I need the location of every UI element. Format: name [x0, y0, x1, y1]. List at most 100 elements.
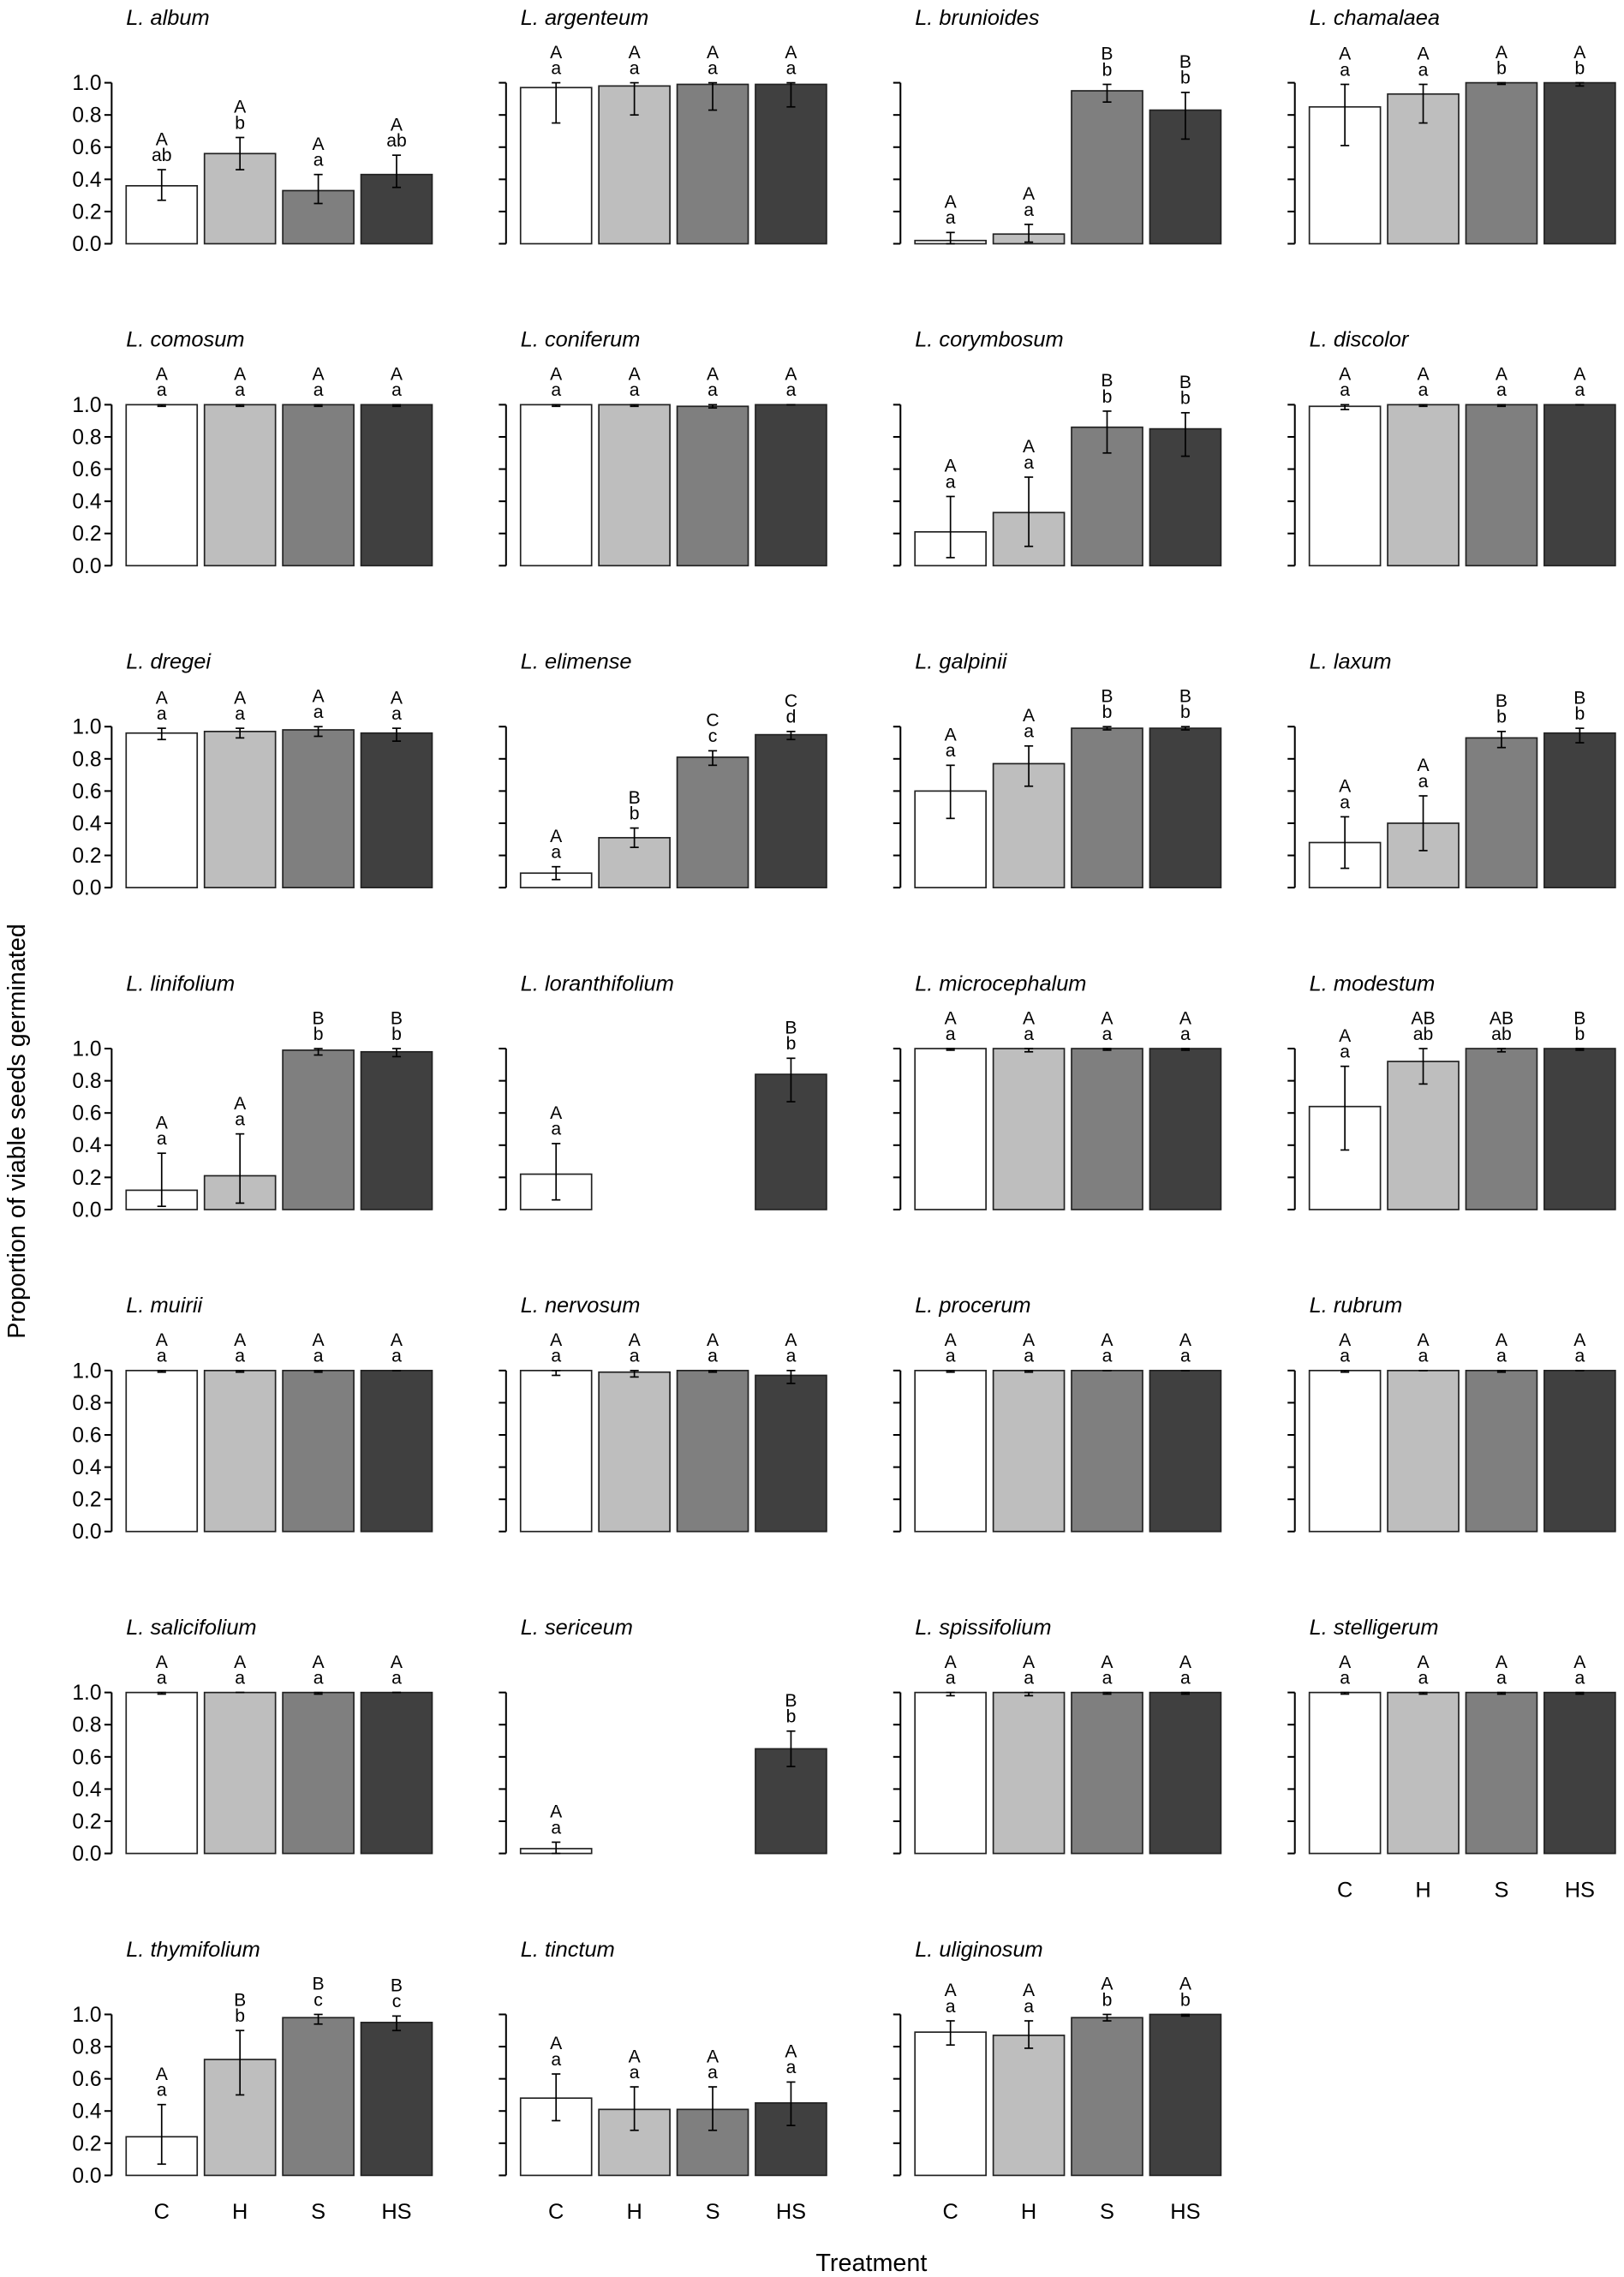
lower-letter: a — [1574, 380, 1585, 400]
bar-HS — [360, 732, 433, 888]
upper-letter: A — [1496, 1330, 1508, 1350]
upper-letter: A — [550, 1103, 563, 1123]
lower-letter: b — [1180, 702, 1191, 722]
panel-title: L. spissifolium — [915, 1616, 1051, 1640]
bar-S — [1071, 90, 1143, 245]
panel-l-salicifolium: L. salicifolium0.00.20.40.60.81.0aAaAaAa… — [72, 1616, 433, 1866]
upper-letter: A — [313, 686, 325, 706]
lower-letter: ab — [386, 131, 407, 151]
upper-letter: A — [1023, 1981, 1036, 2000]
upper-letter: A — [707, 1330, 719, 1350]
x-tick-label: HS — [1170, 2200, 1200, 2224]
bar-H — [992, 1691, 1066, 1855]
lower-letter: b — [1496, 708, 1507, 727]
lower-letter: a — [551, 58, 561, 78]
lower-letter: a — [630, 1347, 640, 1366]
upper-letter: A — [629, 2047, 642, 2066]
upper-letter: A — [707, 365, 719, 385]
lower-letter: a — [1418, 772, 1429, 792]
lower-letter: a — [313, 1347, 324, 1366]
lower-letter: a — [157, 704, 167, 724]
upper-letter: A — [234, 1652, 247, 1672]
lower-letter: a — [551, 843, 561, 863]
upper-letter: B — [391, 1976, 403, 1996]
lower-letter: a — [1024, 1997, 1034, 2017]
upper-letter: A — [1023, 1652, 1036, 1672]
x-tick-label: HS — [776, 2200, 806, 2224]
upper-letter: A — [1339, 1652, 1352, 1672]
bar-H — [1387, 1370, 1460, 1533]
lower-letter: b — [1180, 69, 1191, 88]
lower-letter: a — [1340, 1347, 1350, 1366]
upper-letter: A — [1101, 1008, 1114, 1028]
lower-letter: ab — [152, 146, 172, 165]
upper-letter: A — [945, 1330, 958, 1350]
y-tick-label: 0.8 — [72, 1392, 101, 1415]
y-tick-label: 0.0 — [72, 2165, 101, 2188]
y-tick-label: 1.0 — [72, 1360, 101, 1383]
lower-letter: a — [630, 380, 640, 400]
upper-letter: A — [550, 1802, 563, 1822]
upper-letter: A — [1339, 1026, 1352, 1046]
upper-letter: A — [550, 43, 563, 63]
lower-letter: a — [708, 58, 718, 78]
lower-letter: b — [786, 1707, 797, 1727]
lower-letter: a — [1496, 380, 1507, 400]
bar-C — [914, 2031, 987, 2177]
upper-letter: A — [707, 43, 719, 63]
lower-letter: a — [946, 472, 956, 492]
y-tick-label: 0.2 — [72, 200, 101, 224]
upper-letter: A — [1417, 1652, 1430, 1672]
upper-letter: A — [391, 115, 403, 134]
upper-letter: A — [1417, 365, 1430, 385]
bar-H — [1387, 403, 1460, 567]
bar-HS — [360, 1370, 433, 1533]
bar-HS — [360, 1691, 433, 1855]
panel-title: L. sericeum — [521, 1616, 633, 1640]
y-tick-label: 0.0 — [72, 555, 101, 578]
lower-letter: b — [235, 113, 245, 133]
y-tick-label: 0.0 — [72, 233, 101, 256]
upper-letter: A — [1101, 1975, 1114, 1994]
x-tick-label: S — [706, 2200, 720, 2224]
upper-letter: A — [629, 1330, 642, 1350]
upper-letter: A — [1179, 1330, 1192, 1350]
x-tick-label: C — [154, 2200, 170, 2224]
panel-title: L. corymbosum — [915, 328, 1063, 352]
bar-C — [914, 1048, 987, 1210]
bar-HS — [360, 2022, 433, 2177]
bar-HS — [1149, 1370, 1222, 1533]
y-tick-label: 0.4 — [72, 812, 101, 835]
upper-letter: A — [945, 1008, 958, 1028]
bar-C — [1308, 1691, 1382, 1855]
upper-letter: A — [234, 1330, 247, 1350]
upper-letter: A — [1023, 437, 1036, 457]
upper-letter: A — [156, 1652, 169, 1672]
bar-HS — [1149, 727, 1222, 888]
bar-S — [1071, 2017, 1143, 2177]
bar-HS — [1543, 1048, 1616, 1210]
lower-letter: b — [1574, 58, 1585, 78]
lower-letter: a — [946, 1997, 956, 2017]
upper-letter: A — [1573, 365, 1586, 385]
upper-letter: A — [629, 365, 642, 385]
panel-title: L. elimense — [521, 650, 632, 674]
panel-title: L. thymifolium — [126, 1938, 260, 1962]
bar-C — [125, 403, 199, 567]
bar-S — [1465, 1691, 1538, 1855]
lower-letter: a — [157, 1129, 167, 1149]
y-tick-label: 0.6 — [72, 1424, 101, 1447]
upper-letter: A — [313, 134, 325, 154]
panel-title: L. modestum — [1310, 971, 1436, 995]
upper-letter: A — [945, 726, 958, 745]
bar-H — [203, 1691, 277, 1855]
upper-letter: B — [785, 1691, 797, 1711]
y-tick-label: 0.8 — [72, 748, 101, 771]
